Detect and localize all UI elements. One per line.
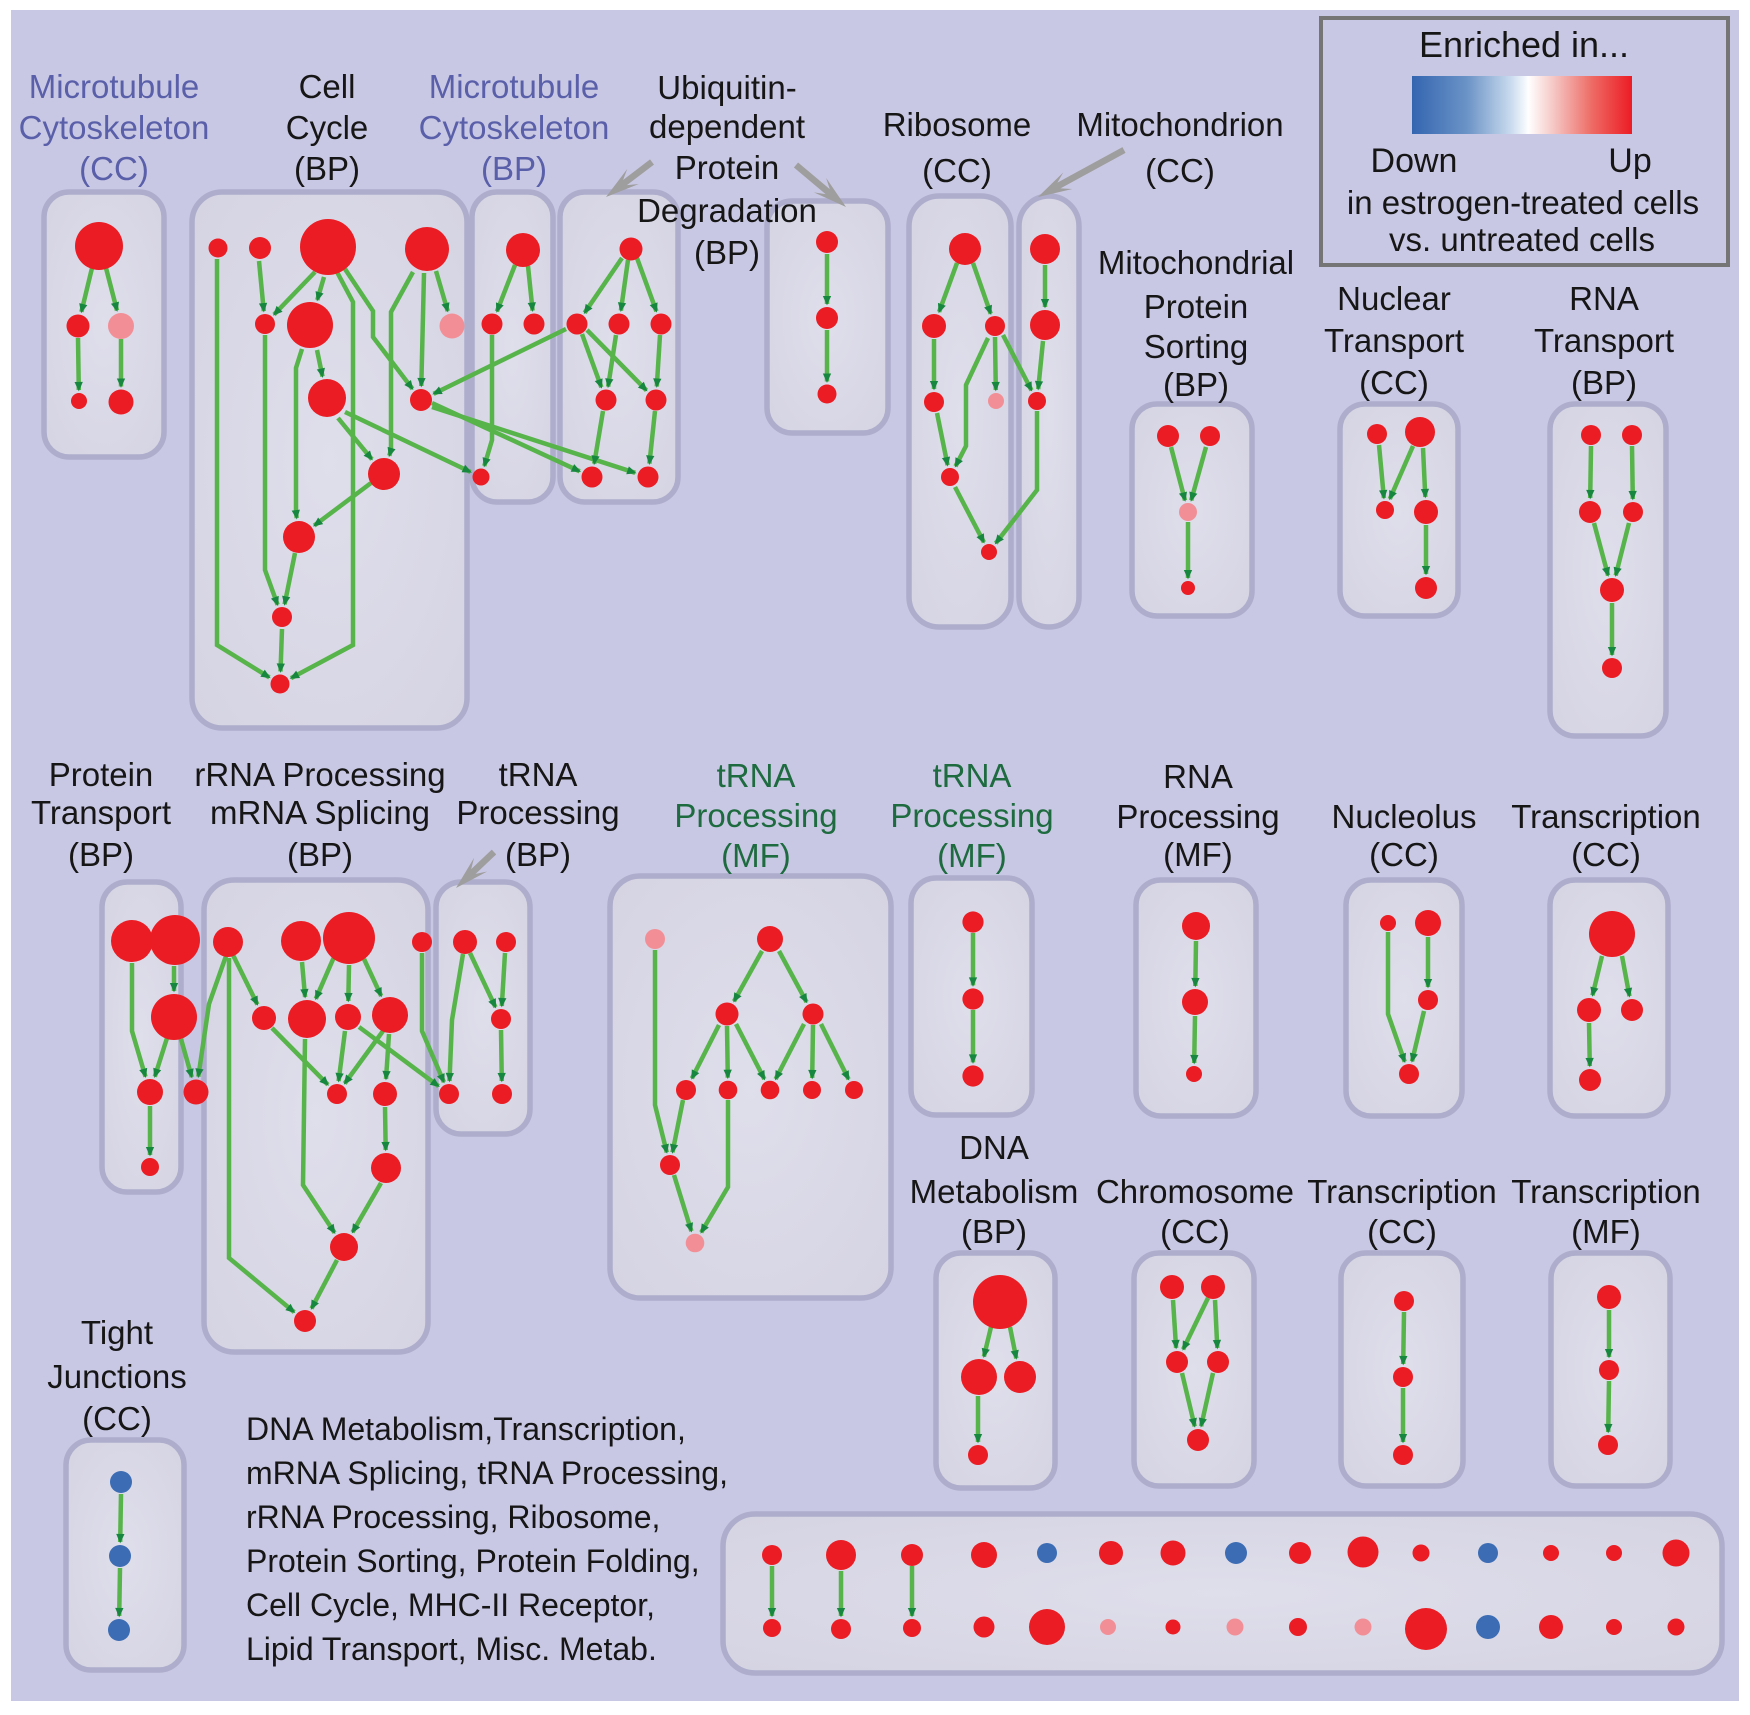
svg-text:(BP): (BP) bbox=[694, 234, 760, 271]
svg-text:Transport: Transport bbox=[31, 794, 171, 831]
svg-text:(CC): (CC) bbox=[79, 150, 149, 187]
svg-text:Mitochondrial: Mitochondrial bbox=[1098, 244, 1294, 281]
svg-text:mRNA Splicing: mRNA Splicing bbox=[210, 794, 430, 831]
svg-text:Cell Cycle, MHC-II Receptor,: Cell Cycle, MHC-II Receptor, bbox=[246, 1587, 655, 1623]
svg-text:(MF): (MF) bbox=[721, 837, 791, 874]
svg-text:rRNA Processing, Ribosome,: rRNA Processing, Ribosome, bbox=[246, 1499, 660, 1535]
svg-text:(BP): (BP) bbox=[1571, 364, 1637, 401]
svg-text:(CC): (CC) bbox=[1359, 364, 1429, 401]
svg-text:mRNA Splicing, tRNA Processing: mRNA Splicing, tRNA Processing, bbox=[246, 1455, 728, 1491]
svg-text:tRNA: tRNA bbox=[717, 757, 796, 794]
svg-text:(BP): (BP) bbox=[1163, 366, 1229, 403]
svg-text:Metabolism: Metabolism bbox=[910, 1173, 1079, 1210]
svg-text:Junctions: Junctions bbox=[47, 1358, 186, 1395]
svg-text:(BP): (BP) bbox=[294, 150, 360, 187]
svg-text:(BP): (BP) bbox=[68, 836, 134, 873]
svg-text:(CC): (CC) bbox=[1160, 1213, 1230, 1250]
svg-text:Cytoskeleton: Cytoskeleton bbox=[419, 109, 610, 146]
svg-text:Protein Sorting, Protein Foldi: Protein Sorting, Protein Folding, bbox=[246, 1543, 700, 1579]
svg-text:(CC): (CC) bbox=[1369, 836, 1439, 873]
svg-text:(CC): (CC) bbox=[82, 1400, 152, 1437]
svg-text:(BP): (BP) bbox=[505, 836, 571, 873]
svg-text:Cycle: Cycle bbox=[286, 109, 369, 146]
svg-text:Processing: Processing bbox=[456, 794, 619, 831]
svg-text:Transcription: Transcription bbox=[1511, 798, 1701, 835]
svg-text:vs. untreated cells: vs. untreated cells bbox=[1389, 221, 1655, 258]
svg-text:(MF): (MF) bbox=[1571, 1213, 1641, 1250]
svg-text:Ubiquitin-: Ubiquitin- bbox=[657, 69, 796, 106]
svg-text:Up: Up bbox=[1608, 142, 1651, 180]
svg-text:Protein: Protein bbox=[1144, 288, 1249, 325]
svg-text:Transcription: Transcription bbox=[1307, 1173, 1497, 1210]
svg-text:(CC): (CC) bbox=[1367, 1213, 1437, 1250]
svg-text:(CC): (CC) bbox=[1145, 152, 1215, 189]
svg-text:Tight: Tight bbox=[81, 1314, 153, 1351]
svg-text:in estrogen-treated cells: in estrogen-treated cells bbox=[1347, 184, 1699, 221]
svg-text:tRNA: tRNA bbox=[499, 756, 578, 793]
svg-text:Down: Down bbox=[1371, 142, 1458, 180]
svg-text:Mitochondrion: Mitochondrion bbox=[1076, 106, 1283, 143]
svg-text:Processing: Processing bbox=[674, 797, 837, 834]
svg-text:Transcription: Transcription bbox=[1511, 1173, 1701, 1210]
svg-text:Protein: Protein bbox=[675, 149, 780, 186]
svg-text:Cell: Cell bbox=[299, 68, 356, 105]
svg-text:(BP): (BP) bbox=[287, 836, 353, 873]
svg-text:Degradation: Degradation bbox=[637, 192, 817, 229]
svg-text:Enriched in...: Enriched in... bbox=[1419, 24, 1629, 65]
svg-text:dependent: dependent bbox=[649, 108, 805, 145]
svg-text:Transport: Transport bbox=[1324, 322, 1464, 359]
svg-text:Processing: Processing bbox=[1116, 798, 1279, 835]
svg-text:DNA: DNA bbox=[959, 1129, 1029, 1166]
svg-text:Microtubule: Microtubule bbox=[29, 68, 200, 105]
svg-text:(CC): (CC) bbox=[922, 152, 992, 189]
svg-text:Lipid Transport, Misc. Metab.: Lipid Transport, Misc. Metab. bbox=[246, 1631, 657, 1667]
svg-text:RNA: RNA bbox=[1163, 758, 1233, 795]
svg-text:(MF): (MF) bbox=[1163, 836, 1233, 873]
svg-text:rRNA Processing: rRNA Processing bbox=[194, 756, 445, 793]
svg-text:Processing: Processing bbox=[890, 797, 1053, 834]
svg-text:Nuclear: Nuclear bbox=[1337, 280, 1451, 317]
svg-text:RNA: RNA bbox=[1569, 280, 1639, 317]
svg-text:(CC): (CC) bbox=[1571, 836, 1641, 873]
svg-text:Ribosome: Ribosome bbox=[883, 106, 1032, 143]
svg-text:tRNA: tRNA bbox=[933, 757, 1012, 794]
svg-text:(MF): (MF) bbox=[937, 837, 1007, 874]
svg-text:Transport: Transport bbox=[1534, 322, 1674, 359]
svg-text:(BP): (BP) bbox=[481, 150, 547, 187]
svg-text:Nucleolus: Nucleolus bbox=[1332, 798, 1477, 835]
svg-text:Protein: Protein bbox=[49, 756, 154, 793]
svg-text:DNA Metabolism,Transcription,: DNA Metabolism,Transcription, bbox=[246, 1411, 686, 1447]
svg-text:Microtubule: Microtubule bbox=[429, 68, 600, 105]
svg-text:Sorting: Sorting bbox=[1144, 328, 1249, 365]
svg-text:(BP): (BP) bbox=[961, 1213, 1027, 1250]
svg-text:Cytoskeleton: Cytoskeleton bbox=[19, 109, 210, 146]
svg-text:Chromosome: Chromosome bbox=[1096, 1173, 1294, 1210]
